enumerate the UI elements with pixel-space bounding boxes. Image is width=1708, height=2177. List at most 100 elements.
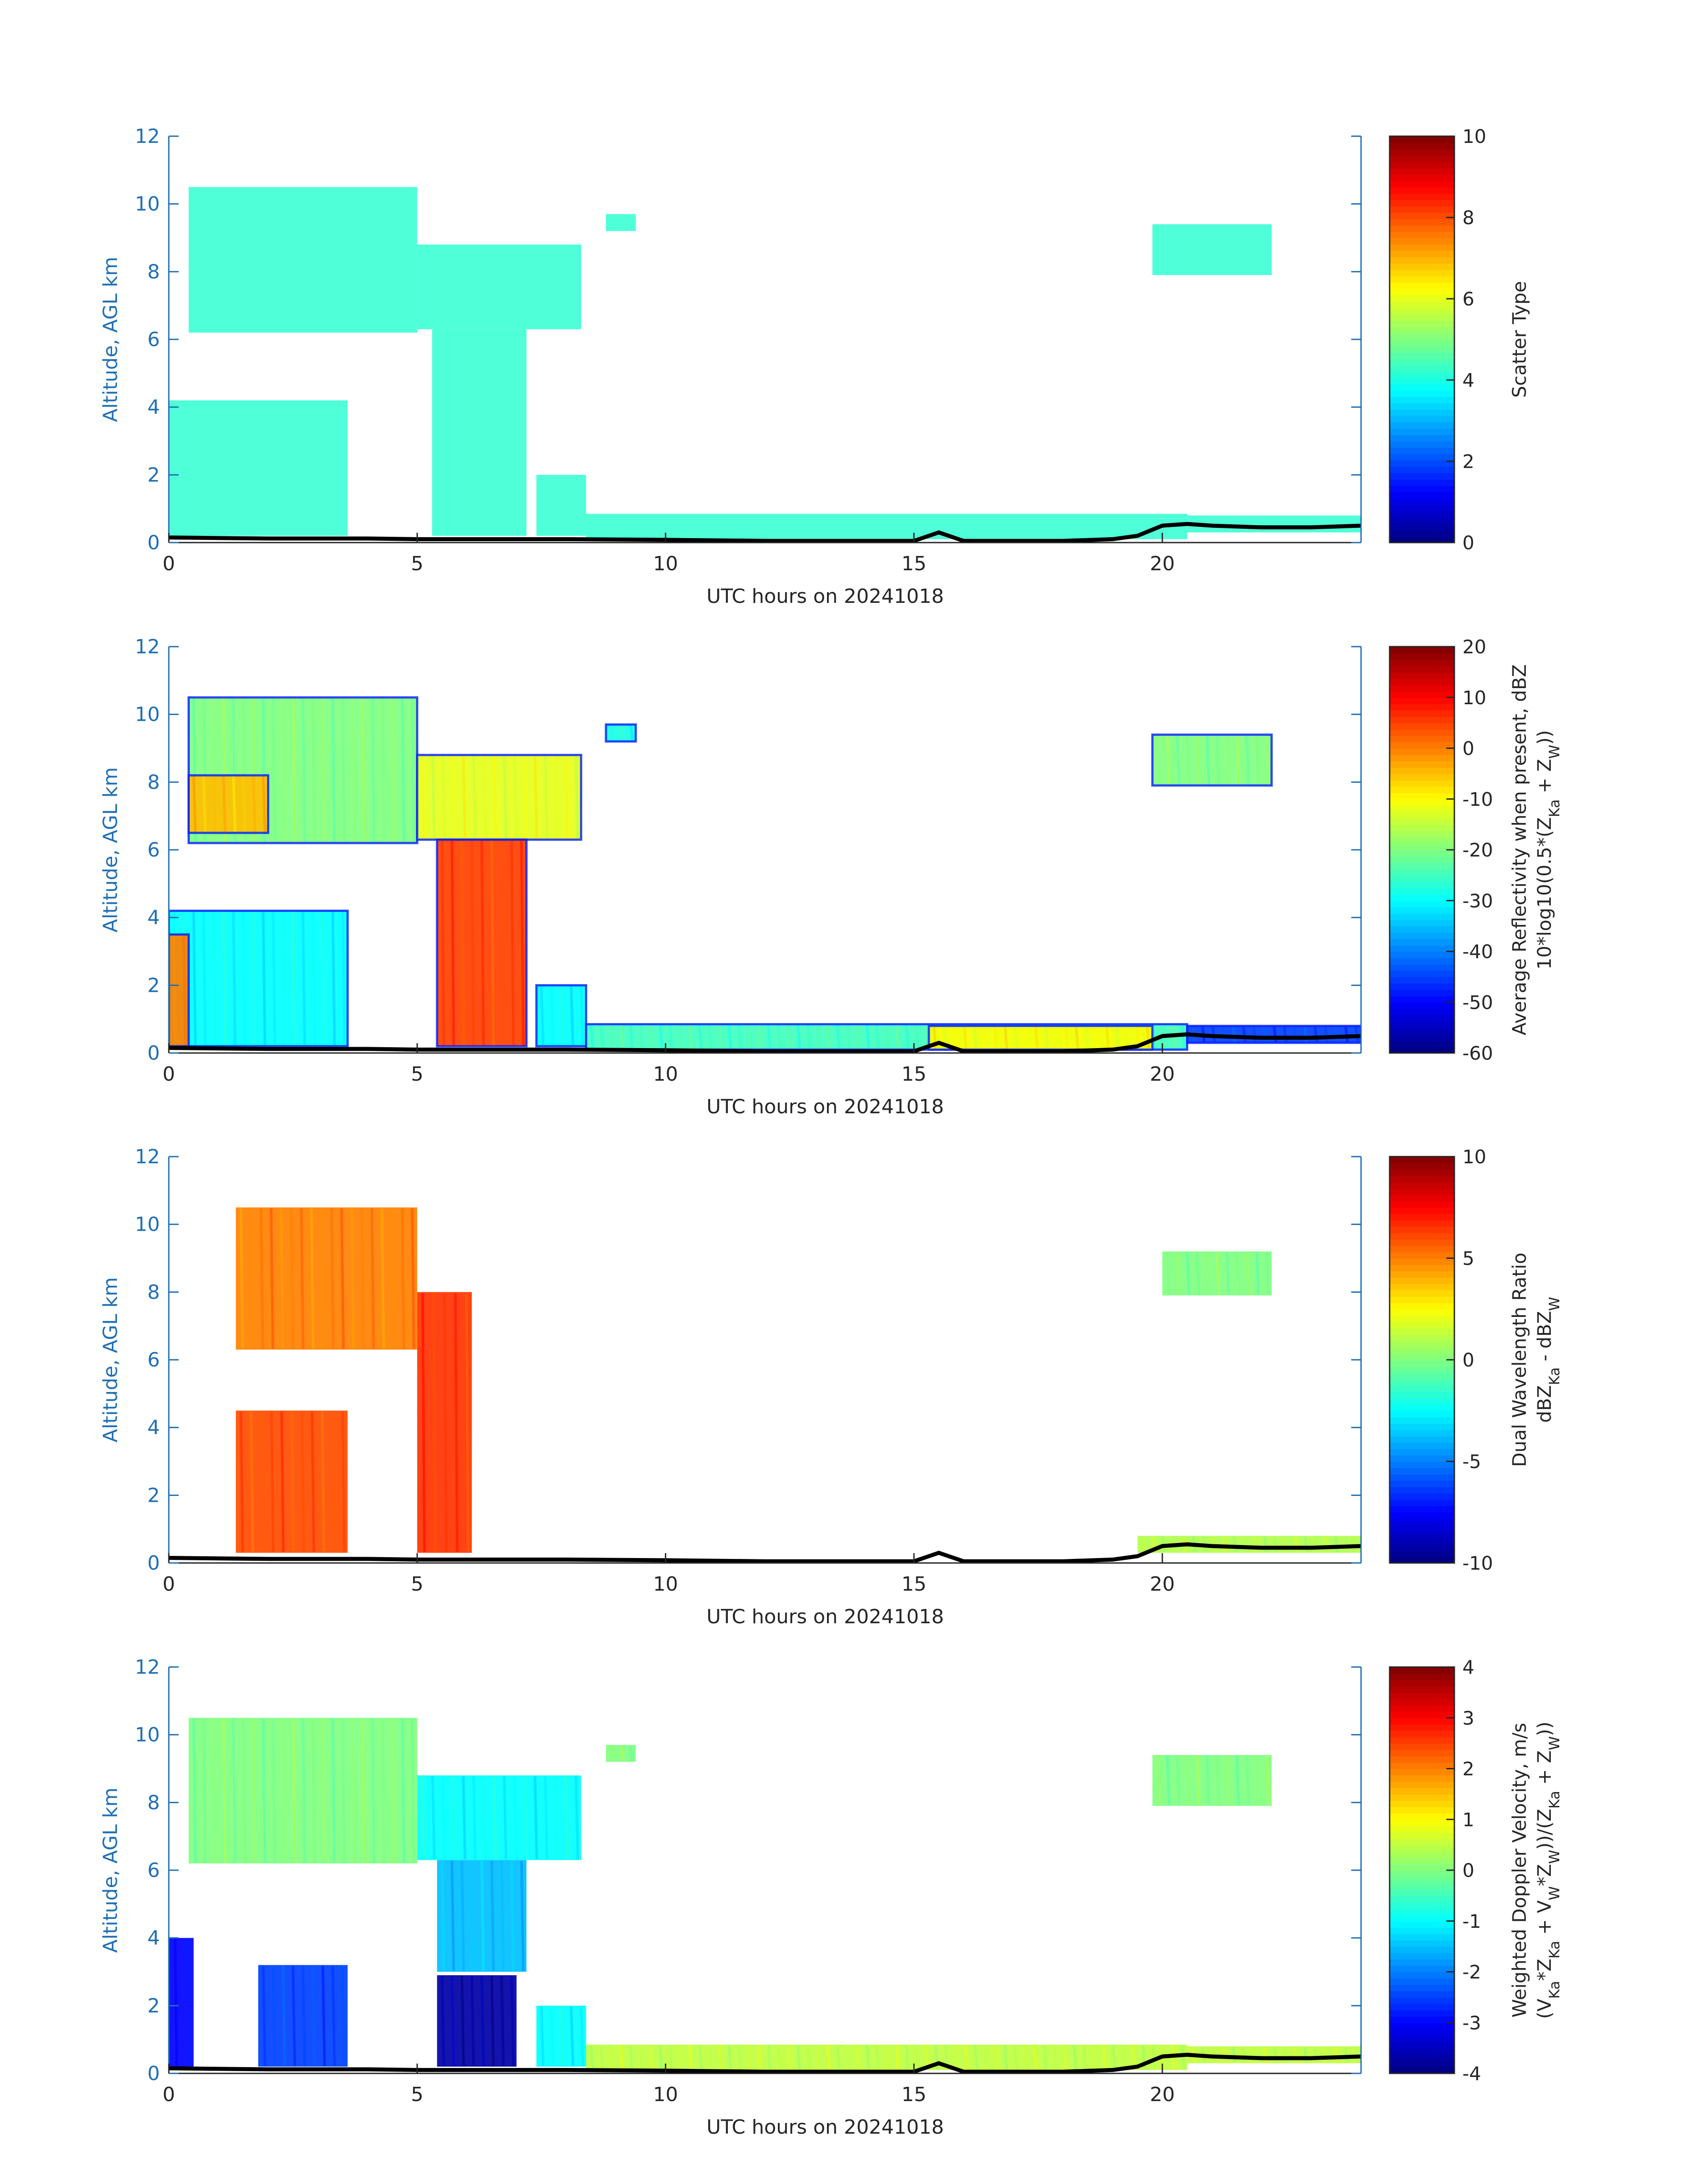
echo-streak [441,756,446,839]
colorbar-cell [1390,504,1454,511]
colorbar-cell [1390,536,1454,543]
colorbar-cell [1390,479,1454,486]
surface-line [169,1542,1361,1563]
echo-streak [212,776,217,832]
colorbar-cell [1390,703,1454,711]
echo-streak [252,1718,257,1863]
echo-streak [668,1025,673,1049]
echo-streak [1313,1026,1318,1042]
echo-streak [1232,1026,1236,1042]
echo-streak [490,840,495,1045]
colorbar-cell [1390,460,1454,467]
colorbar-cell [1390,1449,1454,1456]
echo-streak [280,1411,285,1552]
colorbar-label: 10*log10(0.5*(ZKa + ZW)) [1533,730,1563,969]
echo-streak [510,1976,515,2066]
echo-streak [1033,2045,1038,2069]
echo-streak [1225,1756,1230,1805]
echo-streak [1003,2045,1008,2069]
echo-streak [1206,1756,1211,1805]
echo-streak [1232,2047,1236,2063]
surface-line [169,522,1361,543]
colorbar-cell [1390,447,1454,454]
echo-streak [1054,1027,1059,1049]
echo-streak [301,698,306,842]
echo-streak [1146,1027,1151,1049]
y-axis-label: Altitude, AGL km [99,767,122,932]
echo-streak [262,776,267,832]
echo-streak [610,725,614,741]
colorbar-tick-label: -20 [1462,839,1493,861]
x-tick-label: 15 [902,1063,927,1086]
colorbar-label: Weighted Doppler Velocity, m/s [1508,1723,1530,2018]
colorbar-cell [1390,1379,1454,1386]
echo-streak [1344,1536,1349,1552]
echo-streak [341,698,346,842]
echo-streak [610,1746,614,1761]
colorbar-cell [1390,1429,1454,1437]
echo-edge [188,774,269,834]
echo-streak [262,1718,267,1863]
x-tick-label: 15 [902,552,927,575]
colorbar-tick-label: 2 [1462,1758,1474,1780]
colorbar-cell [1390,1556,1454,1563]
colorbar-cell [1390,1201,1454,1208]
echo-streak [493,756,497,839]
colorbar-cell [1390,780,1454,787]
echo-streak [192,911,197,1045]
echo-streak [846,1025,851,1049]
colorbar-cell [1390,1895,1454,1903]
echo-streak [271,698,276,842]
echo-streak [1313,2047,1318,2063]
echo-streak [554,756,559,839]
y-tick-label: 12 [135,635,160,658]
colorbar-cell [1390,799,1454,806]
colorbar-cell [1390,1538,1454,1545]
echo-streak [757,2045,762,2069]
echo-streak [1024,1027,1029,1049]
colorbar-cell [1390,1163,1454,1170]
colorbar-cell [1390,1467,1454,1475]
echo-streak [490,1861,495,1971]
panel-3: 0 2 4 6 8 10 12 0 5 10 15 20 UTC hours on 20241018 Al… [99,1145,1563,1628]
echo-streak [1176,735,1181,785]
echo-streak [391,698,396,842]
colorbar-cell [1390,748,1454,755]
colorbar-cell [1390,856,1454,863]
colorbar-cell [1390,1321,1454,1329]
echo-streak [292,1718,296,1863]
echo-streak [252,776,257,832]
colorbar-cell [1390,945,1454,952]
colorbar-cell [1390,2010,1454,2017]
colorbar-cell [1390,1195,1454,1202]
colorbar-cell [1390,333,1454,340]
colorbar-cell [1390,301,1454,308]
echo-region [188,187,418,333]
x-tick-label: 10 [653,2083,678,2106]
echo-streak [1252,1026,1257,1042]
echo-streak [460,1861,465,1971]
colorbar-cell [1390,1525,1454,1532]
plot-area [169,1207,1361,1563]
echo-streak [836,2045,841,2069]
colorbar-tick-label: -3 [1462,2012,1481,2034]
colorbar-tick-label: 8 [1462,207,1474,229]
echo-streak [470,1976,475,2066]
echo-streak [192,1718,197,1863]
colorbar-tick-label: -40 [1462,941,1493,963]
echo-streak [281,911,286,1045]
colorbar-cell [1390,659,1454,666]
colorbar-cell [1390,1737,1454,1744]
echo-streak [564,756,569,839]
colorbar-cell [1390,1455,1454,1462]
colorbar-cell [1390,1423,1454,1430]
colorbar-cell [1390,1768,1454,1776]
colorbar-cell [1390,951,1454,958]
echo-streak [232,776,237,832]
echo-streak [212,1718,217,1863]
echo-streak [560,986,564,1045]
echo-streak [232,911,237,1045]
echo-streak [341,1718,346,1863]
colorbar-cell [1390,2035,1454,2042]
echo-streak [767,1025,772,1049]
